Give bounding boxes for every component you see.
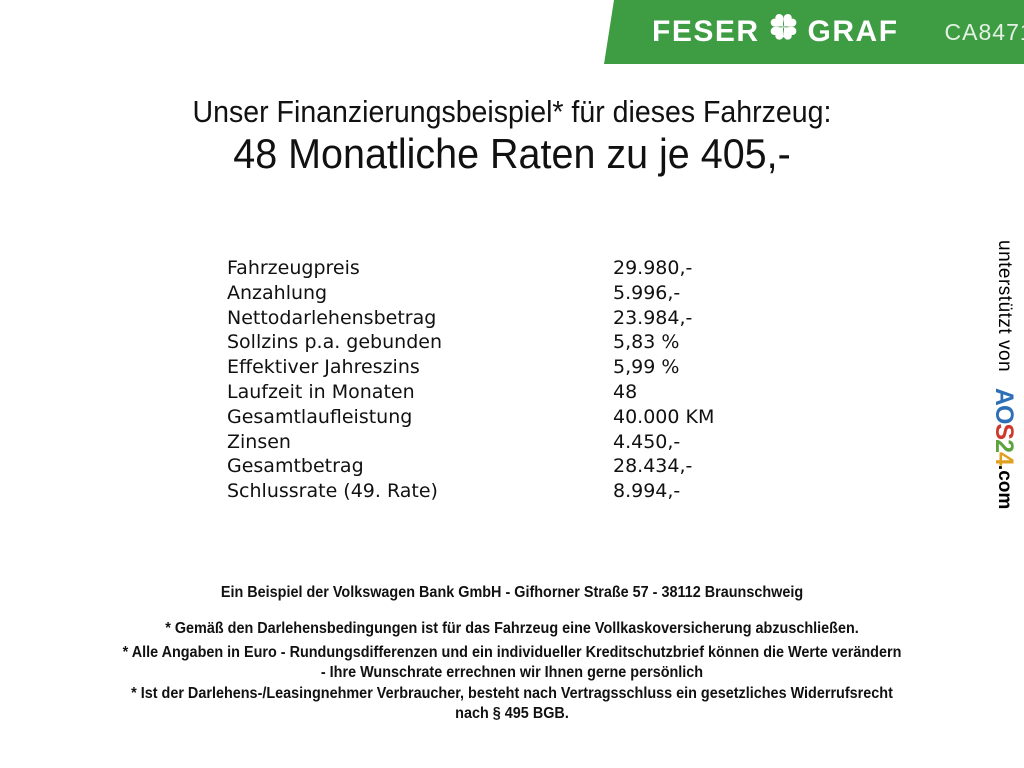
finance-value: 4.450,-: [613, 430, 681, 453]
finance-label: Anzahlung: [227, 281, 328, 304]
finance-label: Sollzins p.a. gebunden: [227, 331, 442, 354]
finance-label: Gesamtlaufleistung: [227, 405, 413, 428]
brand-name-right: GRAF: [807, 15, 899, 48]
finance-value: 5.996,-: [613, 281, 681, 304]
disclaimer-line: * Alle Angaben in Euro - Rundungsdiffere…: [122, 643, 902, 661]
aos24-logo-letter: O: [990, 404, 1018, 424]
page-title: Unser Finanzierungsbeispiel* für dieses …: [192, 94, 832, 129]
aos24-logo-letter: 4: [990, 452, 1018, 465]
disclaimer-line: * Ist der Darlehens-/Leasingnehmer Verbr…: [131, 684, 893, 702]
clover-icon: [768, 12, 798, 50]
finance-label: Schlussrate (49. Rate): [227, 480, 438, 503]
finance-label: Fahrzeugpreis: [227, 257, 360, 279]
table-row: Zinsen 4.450,-: [227, 430, 827, 455]
finance-value: 48: [613, 380, 638, 403]
finance-label: Effektiver Jahreszins: [227, 356, 420, 379]
supported-by-text: unterstützt von: [994, 240, 1015, 378]
aos24-logo-letter: 2: [990, 439, 1018, 453]
finance-value: 5,83 %: [613, 331, 680, 354]
brand-banner: FESER: [604, 0, 1024, 64]
vehicle-code: CA8471: [944, 18, 1024, 45]
finance-value: 40.000 KM: [613, 405, 715, 428]
finance-value: 28.434,-: [613, 455, 693, 478]
table-row: Effektiver Jahreszins 5,99 %: [227, 355, 827, 380]
table-row: Gesamtbetrag 28.434,-: [227, 454, 827, 479]
bank-example-line: Ein Beispiel der Volkswagen Bank GmbH - …: [220, 584, 804, 601]
disclaimer-line: - Ihre Wunschrate errechnen wir Ihnen ge…: [320, 664, 704, 681]
aos24-logo-letter: S: [990, 423, 1018, 440]
finance-label: Laufzeit in Monaten: [227, 380, 415, 403]
table-row: Fahrzeugpreis 29.980,-: [227, 256, 827, 281]
rate-subtitle: 48 Monatliche Raten zu je 405,-: [233, 130, 791, 177]
aos24-logo-letter: A: [990, 387, 1018, 405]
finance-label: Gesamtbetrag: [227, 455, 364, 478]
table-row: Anzahlung 5.996,-: [227, 281, 827, 306]
disclaimer-line: nach § 495 BGB.: [455, 705, 569, 722]
table-row: Laufzeit in Monaten 48: [227, 380, 827, 405]
aos24-domain-suffix: .com: [994, 464, 1015, 510]
disclaimer-block: * Gemäß den Darlehensbedingungen ist für…: [51, 619, 973, 725]
finance-value: 8.994,-: [613, 480, 681, 503]
brand-logo: FESER: [652, 12, 899, 50]
supported-by-strip: unterstützt von AOS24.com: [989, 240, 1018, 509]
finance-label: Zinsen: [227, 430, 291, 453]
finance-value: 29.980,-: [613, 257, 693, 279]
finance-table: Fahrzeugpreis 29.980,- Anzahlung 5.996,-…: [227, 256, 827, 504]
table-row: Schlussrate (49. Rate) 8.994,-: [227, 479, 827, 504]
table-row: Gesamtlaufleistung 40.000 KM: [227, 405, 827, 430]
table-row: Nettodarlehensbetrag 23.984,-: [227, 306, 827, 331]
finance-value: 23.984,-: [613, 306, 693, 329]
finance-label: Nettodarlehensbetrag: [227, 306, 437, 329]
table-row: Sollzins p.a. gebunden 5,83 %: [227, 330, 827, 355]
brand-name-left: FESER: [652, 15, 760, 48]
finance-value: 5,99 %: [613, 356, 680, 379]
disclaimer-line: * Gemäß den Darlehensbedingungen ist für…: [165, 620, 859, 637]
